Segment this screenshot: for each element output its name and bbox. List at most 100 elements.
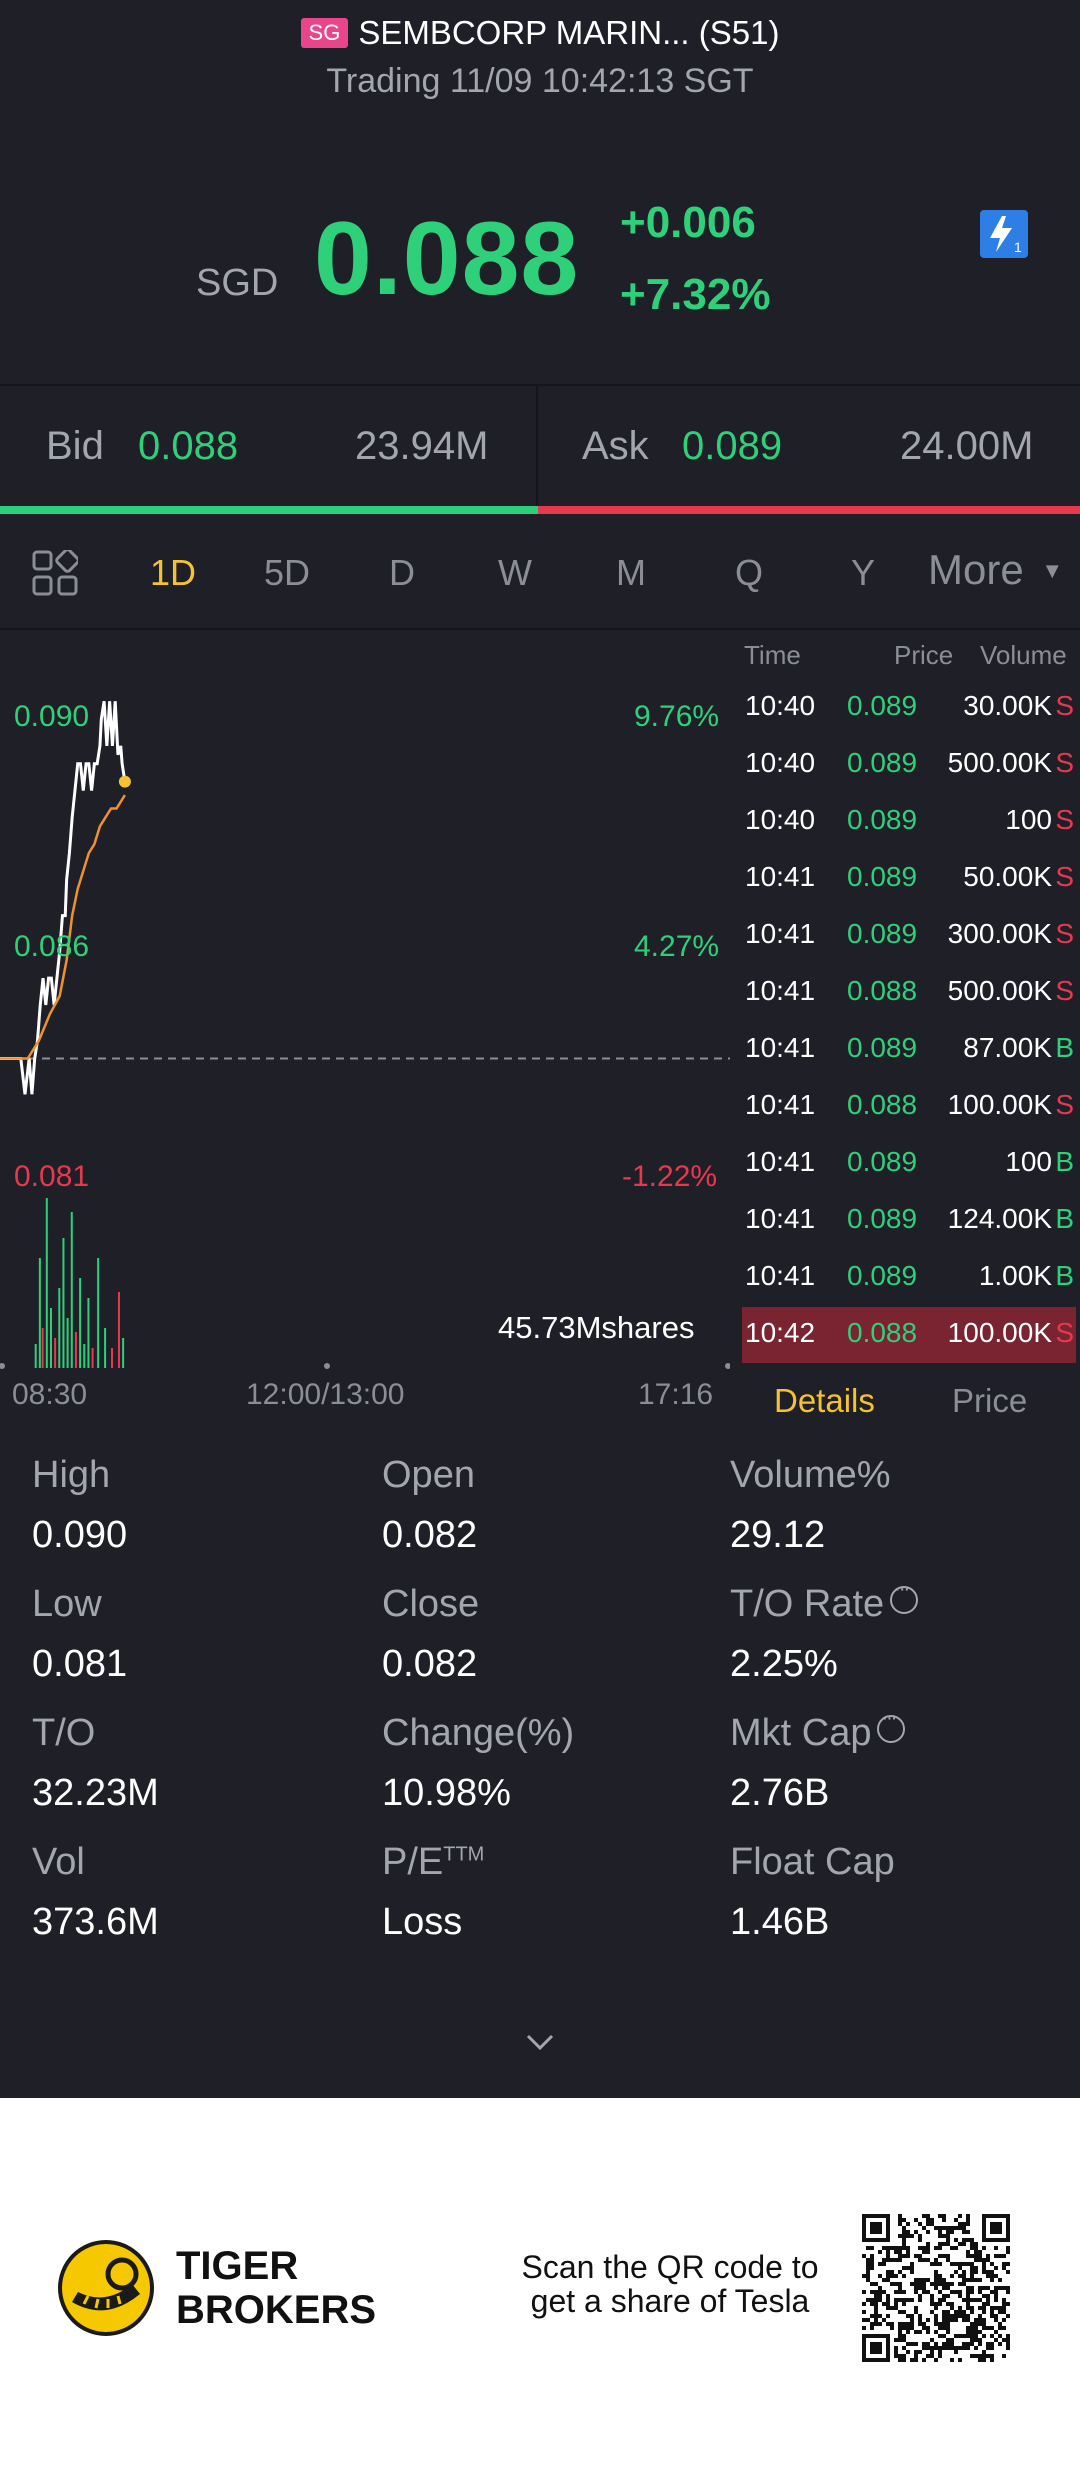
trade-time: 10:40 xyxy=(745,690,816,721)
trade-price: 0.089 xyxy=(847,918,918,949)
trade-time: 10:42 xyxy=(745,1317,816,1348)
brand-name: TIGER BROKERS xyxy=(176,2244,376,2332)
stat-turnover-rate-value: 2.25% xyxy=(730,1643,838,1685)
stock-name: SEMBCORP MARIN... (S51) xyxy=(358,14,780,51)
trade-time: 10:41 xyxy=(745,861,816,892)
trade-side: S xyxy=(1055,861,1074,892)
stat-turnover-rate[interactable]: T/O Rate xyxy=(730,1578,919,1626)
expand-chevron-icon[interactable] xyxy=(520,2030,560,2054)
bid-strength-bar xyxy=(0,506,538,514)
trade-side: S xyxy=(1055,690,1074,721)
trade-row: 10:41 0.088 500.00K S xyxy=(742,965,1076,1021)
tab-5d[interactable]: 5D xyxy=(264,552,311,593)
time-axis-mid: 12:00/13:00 xyxy=(246,1378,405,1411)
trade-time: 10:41 xyxy=(745,1089,816,1120)
stat-turnover-value: 32.23M xyxy=(32,1772,159,1814)
trade-volume: 50.00K xyxy=(963,861,1052,892)
trade-time: 10:41 xyxy=(745,1203,816,1234)
tab-price[interactable]: Price xyxy=(952,1382,1028,1419)
bid-label: Bid xyxy=(46,424,104,468)
volume-bar xyxy=(122,1338,125,1368)
intraday-chart[interactable]: 0.090 0.086 0.081 9.76% 4.27% -1.22% 45.… xyxy=(0,630,731,1411)
stat-mkt-cap-label: Mkt Cap xyxy=(730,1712,872,1754)
lightning-icon[interactable]: 1 xyxy=(980,210,1028,258)
tab-d[interactable]: D xyxy=(389,552,415,593)
stat-change-label: Change(%) xyxy=(382,1712,575,1754)
stat-high-value: 0.090 xyxy=(32,1514,128,1556)
tab-q[interactable]: Q xyxy=(735,552,764,593)
trade-volume: 100 xyxy=(1005,1146,1052,1177)
volume-bar xyxy=(49,1308,52,1368)
tab-details[interactable]: Details xyxy=(774,1382,875,1419)
brand-line-1: TIGER xyxy=(176,2244,299,2288)
ask-price: 0.089 xyxy=(682,424,783,468)
market-badge: SG xyxy=(300,18,349,48)
tiger-logo-icon xyxy=(58,2240,154,2336)
last-price-dot xyxy=(118,775,131,788)
info-icon[interactable] xyxy=(890,1578,919,1614)
qr-caption: Scan the QR code to get a share of Tesla xyxy=(500,2250,840,2318)
trade-price: 0.088 xyxy=(847,1317,918,1348)
trade-volume: 500.00K xyxy=(947,975,1052,1006)
stat-low-value: 0.081 xyxy=(32,1643,128,1685)
time-and-sales: Time Price Volume 10:40 0.089 30.00K S 10:40… xyxy=(742,630,1078,1370)
stat-volume-pct-label: Volume% xyxy=(730,1454,891,1496)
last-price: 0.088 xyxy=(314,201,580,317)
trade-side: S xyxy=(1055,975,1074,1006)
price-change-percent: +7.32% xyxy=(620,270,771,319)
trade-side: S xyxy=(1055,747,1074,778)
tab-y[interactable]: Y xyxy=(851,552,876,593)
time-axis-start: 08:30 xyxy=(12,1378,88,1411)
grid-icon[interactable] xyxy=(32,548,80,596)
stat-mkt-cap[interactable]: Mkt Cap xyxy=(730,1707,906,1755)
volume-bar xyxy=(70,1212,73,1368)
trade-price: 0.088 xyxy=(847,1089,918,1120)
trade-volume: 30.00K xyxy=(963,690,1052,721)
stat-float-cap-label: Float Cap xyxy=(730,1841,895,1883)
price-change: +0.006 xyxy=(620,198,756,247)
volume-bar xyxy=(74,1332,77,1368)
info-icon[interactable] xyxy=(877,1707,906,1743)
chevron-down-icon: ▼ xyxy=(1041,558,1064,583)
trade-time: 10:41 xyxy=(745,918,816,949)
trade-row: 10:41 0.089 1.00K B xyxy=(742,1250,1076,1306)
stat-close-value: 0.082 xyxy=(382,1643,478,1685)
ask-strength-bar xyxy=(538,506,1080,514)
trading-status: Trading 11/09 10:42:13 SGT xyxy=(326,62,754,100)
currency-label: SGD xyxy=(196,262,279,304)
volume-bar xyxy=(41,1328,44,1368)
trade-row: 10:40 0.089 500.00K S xyxy=(742,737,1076,793)
qr-caption-line-2: get a share of Tesla xyxy=(530,2283,810,2319)
qr-code[interactable] xyxy=(862,2214,1010,2362)
promo-footer: TIGER BROKERS Scan the QR code to get a … xyxy=(0,2098,1080,2480)
trade-row: 10:40 0.089 30.00K S xyxy=(742,680,1076,736)
trade-row: 10:41 0.088 100.00K S xyxy=(742,1079,1076,1135)
trades-header-volume: Volume xyxy=(980,640,1067,670)
tab-w[interactable]: W xyxy=(498,552,532,593)
trade-side: S xyxy=(1055,1317,1074,1348)
qr-caption-line-1: Scan the QR code to xyxy=(521,2249,819,2285)
stat-volume-pct-value: 29.12 xyxy=(730,1514,826,1556)
stat-open-value: 0.082 xyxy=(382,1514,478,1556)
trades-header-time: Time xyxy=(744,640,801,670)
tab-m[interactable]: M xyxy=(616,552,646,593)
trade-price: 0.089 xyxy=(847,1203,918,1234)
trade-price: 0.089 xyxy=(847,1032,918,1063)
trade-volume: 124.00K xyxy=(947,1203,1052,1234)
trade-side: S xyxy=(1055,1089,1074,1120)
stat-vol-label: Vol xyxy=(32,1841,85,1883)
tab-more[interactable]: More ▼ xyxy=(928,546,1063,594)
stat-mkt-cap-value: 2.76B xyxy=(730,1772,830,1814)
trade-price: 0.089 xyxy=(847,1260,918,1291)
stats-grid: High 0.090 Open 0.082 Volume% 29.12 Low … xyxy=(0,1440,1080,1980)
trade-time: 10:41 xyxy=(745,1146,816,1177)
volume-bar xyxy=(66,1318,69,1368)
trade-volume: 500.00K xyxy=(947,747,1052,778)
stock-title[interactable]: SG SEMBCORP MARIN... (S51) xyxy=(0,14,1080,52)
stat-pe-label: P/E xyxy=(382,1841,444,1883)
volume-bar xyxy=(87,1298,90,1368)
trade-row: 10:41 0.089 100 B xyxy=(742,1136,1076,1192)
tab-1d[interactable]: 1D xyxy=(150,552,197,593)
trade-price: 0.089 xyxy=(847,747,918,778)
trade-row: 10:41 0.089 300.00K S xyxy=(742,908,1076,964)
